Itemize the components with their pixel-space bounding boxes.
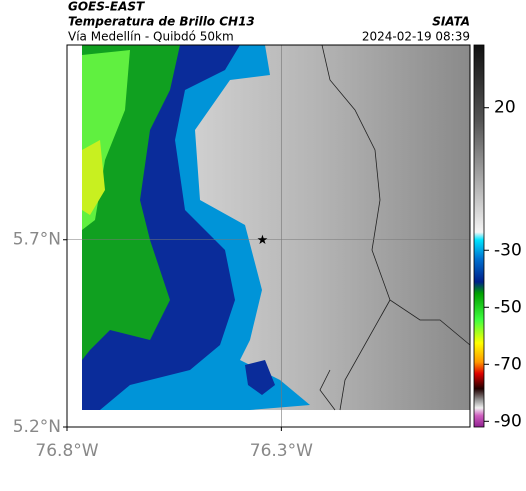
source: SIATA xyxy=(432,15,470,29)
cloud-cell xyxy=(245,360,275,395)
colorbar-tick-label: -50 xyxy=(494,297,522,317)
datetime: 2024-02-19 08:39 xyxy=(362,30,470,44)
y-tick-label: 5.7°N xyxy=(13,230,61,250)
product: Temperatura de Brillo CH13 xyxy=(68,15,255,29)
y-tick-label: 5.2°N xyxy=(13,417,61,437)
colorbar-tick-label: 20 xyxy=(494,98,516,118)
map-frame xyxy=(66,44,471,428)
x-tick-label: 76.3°W xyxy=(250,441,313,461)
x-tick-label: 76.8°W xyxy=(35,441,98,461)
colorbar xyxy=(473,44,485,428)
colorbar-tick-label: -30 xyxy=(494,240,522,260)
route: Vía Medellín - Quibdó 50km xyxy=(68,30,234,44)
border-lines xyxy=(319,44,471,411)
satellite: GOES-EAST xyxy=(68,0,145,14)
cloud-yellowgreen xyxy=(82,140,105,215)
location-marker: ★ xyxy=(257,233,269,248)
colorbar-tick-label: -70 xyxy=(494,354,522,374)
colorbar-tick-label: -90 xyxy=(494,411,522,431)
map-image xyxy=(82,44,471,411)
